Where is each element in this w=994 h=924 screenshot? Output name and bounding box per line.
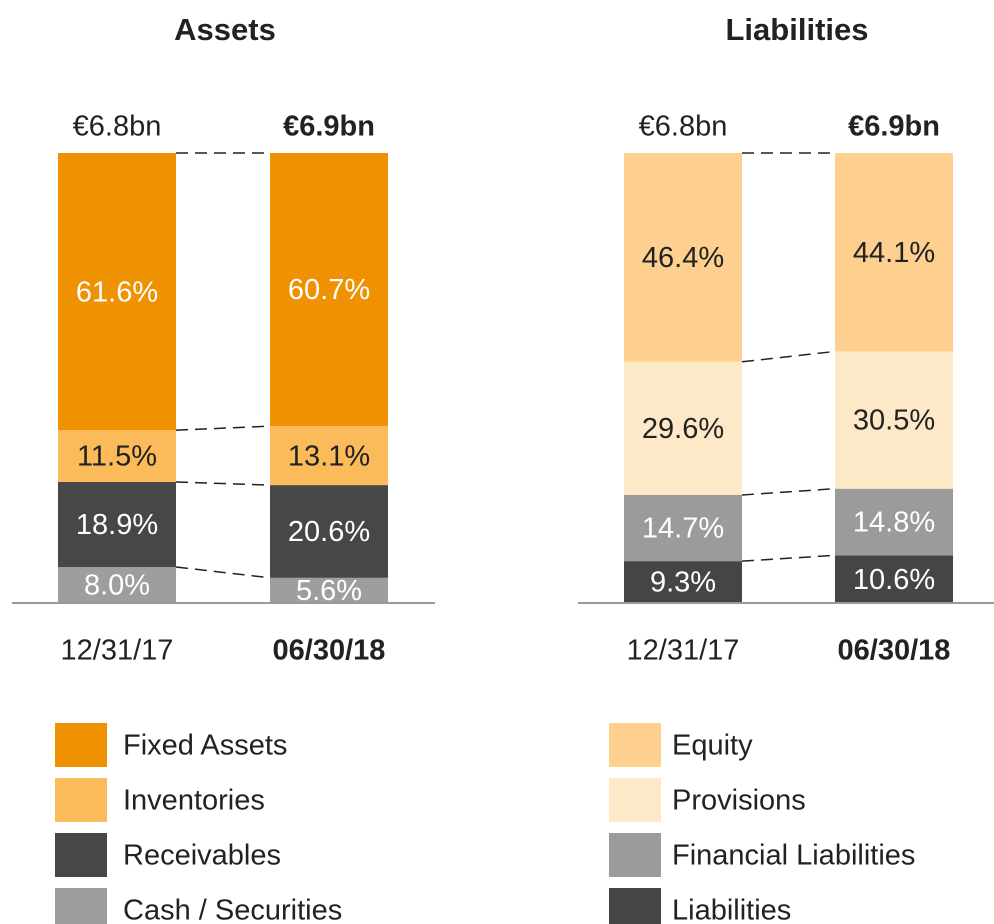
value-label: 10.6% <box>853 564 935 596</box>
bar-segment <box>58 153 176 431</box>
legend-label: Cash / Securities <box>123 895 342 924</box>
legend-swatch <box>609 888 661 924</box>
bar-segment <box>624 561 742 603</box>
connector <box>741 487 836 496</box>
chart-title: Assets <box>174 12 276 47</box>
bar-segment <box>624 495 742 562</box>
legend-label: Financial Liabilities <box>672 840 915 872</box>
legend-swatch <box>55 833 107 877</box>
bar-segment <box>835 351 953 489</box>
legend-label: Provisions <box>672 785 806 817</box>
bar-segment <box>624 361 742 495</box>
legend-label: Fixed Assets <box>123 730 287 762</box>
value-label: 13.1% <box>288 440 370 472</box>
total-label: €6.8bn <box>639 111 728 143</box>
legend-label: Liabilities <box>672 895 791 924</box>
legend-swatch <box>55 888 107 924</box>
total-label: €6.8bn <box>73 111 162 143</box>
connector <box>175 425 271 431</box>
value-label: 9.3% <box>650 567 716 599</box>
value-label: 5.6% <box>296 575 362 607</box>
x-tick-label: 12/31/17 <box>61 635 174 667</box>
bar-segment <box>58 430 176 482</box>
bar-segment <box>270 426 388 486</box>
bar-segment <box>58 481 176 567</box>
value-label: 61.6% <box>76 276 158 308</box>
value-label: 8.0% <box>84 570 150 602</box>
value-label: 44.1% <box>853 237 935 269</box>
value-label: 60.7% <box>288 274 370 306</box>
legend-swatch <box>609 778 661 822</box>
value-label: 20.6% <box>288 516 370 548</box>
value-label: 11.5% <box>77 441 157 473</box>
connector <box>175 566 271 579</box>
legend-swatch <box>55 778 107 822</box>
legend-swatch <box>55 723 107 767</box>
bar-segment <box>624 153 742 362</box>
bar-segment <box>835 555 953 603</box>
legend-label: Inventories <box>123 785 265 817</box>
value-label: 14.7% <box>642 513 724 545</box>
x-tick-label: 06/30/18 <box>273 635 386 667</box>
legend-label: Receivables <box>123 840 281 872</box>
x-tick-label: 12/31/17 <box>627 635 740 667</box>
value-label: 46.4% <box>642 242 724 274</box>
total-label: €6.9bn <box>848 111 940 143</box>
legend-label: Equity <box>672 730 753 762</box>
bar-segment <box>835 153 953 352</box>
legend-swatch <box>609 723 661 767</box>
connector <box>175 481 271 486</box>
value-label: 14.8% <box>853 507 935 539</box>
bar-segment <box>835 488 953 556</box>
value-label: 29.6% <box>642 413 724 445</box>
connector <box>741 350 836 363</box>
total-label: €6.9bn <box>283 111 375 143</box>
bar-segment <box>270 485 388 578</box>
bar-segment <box>58 567 176 603</box>
bar-segment <box>270 577 388 603</box>
value-label: 30.5% <box>853 405 935 437</box>
legend-swatch <box>609 833 661 877</box>
x-tick-label: 06/30/18 <box>838 635 951 667</box>
bar-segment <box>270 153 388 427</box>
chart-title: Liabilities <box>726 12 869 47</box>
value-label: 18.9% <box>76 509 158 541</box>
connector <box>741 554 836 562</box>
